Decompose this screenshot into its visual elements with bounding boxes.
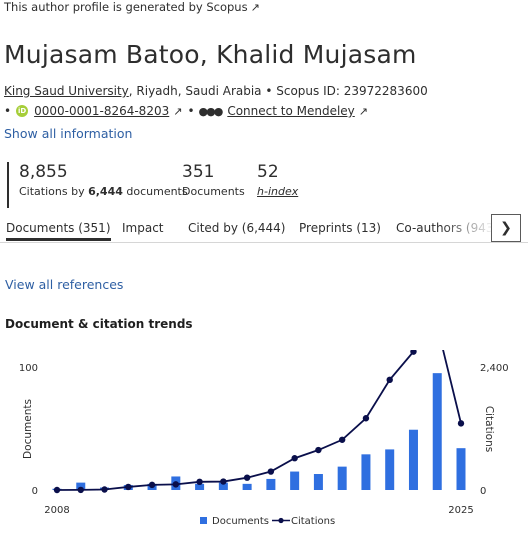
documents-metric[interactable]: 351 Documents xyxy=(182,162,245,198)
bullet: • xyxy=(4,104,12,118)
citations-point xyxy=(125,483,132,491)
documents-label: Documents xyxy=(182,185,245,198)
bar-series xyxy=(52,373,466,490)
hindex-metric[interactable]: 52 h-index xyxy=(257,162,298,198)
profile-tabs: Documents (351) Impact Cited by (6,444) … xyxy=(0,214,528,243)
orcid-icon: iD xyxy=(16,105,29,117)
citations-metric[interactable]: 8,855 Citations by 6,444 documents xyxy=(19,162,188,198)
citations-point xyxy=(148,481,156,489)
citations-point xyxy=(267,468,275,475)
institution-link[interactable]: King Saud University xyxy=(4,84,129,98)
tab-impact[interactable]: Impact xyxy=(122,221,164,235)
y-tick-right-top: 2,400 xyxy=(480,363,509,374)
tab-overflow-fade xyxy=(440,214,495,242)
citations-label: Citations by 6,444 documents xyxy=(19,185,188,198)
mendeley-link[interactable]: Connect to Mendeley xyxy=(227,104,355,118)
bullet: • xyxy=(187,104,195,118)
metrics-panel: 8,855 Citations by 6,444 documents 351 D… xyxy=(7,162,298,208)
x-tick-last: 2025 xyxy=(448,505,473,516)
documents-bar xyxy=(408,429,418,490)
mendeley-icon: ●●● xyxy=(198,104,224,118)
legend-documents-label: Documents xyxy=(212,516,269,527)
documents-bar xyxy=(385,449,395,490)
orcid-link[interactable]: 0000-0001-8264-8203 xyxy=(34,104,170,118)
y-tick-left-top: 100 xyxy=(19,363,38,374)
tab-preprints[interactable]: Preprints (13) xyxy=(299,221,381,235)
chart-legend: Documents Citations xyxy=(200,516,335,527)
citations-point xyxy=(243,474,251,481)
documents-value: 351 xyxy=(182,162,215,182)
citations-point xyxy=(77,486,84,494)
tabs-next-button[interactable]: ❯ xyxy=(491,214,521,242)
documents-bar xyxy=(361,454,371,490)
documents-bar xyxy=(456,448,466,490)
author-name: Mujasam Batoo, Khalid Mujasam xyxy=(4,40,417,69)
legend-citations-marker xyxy=(278,517,284,524)
citations-point xyxy=(386,376,393,384)
citations-point xyxy=(291,455,298,462)
generated-note-text: This author profile is generated by Scop… xyxy=(4,0,248,14)
hindex-label: h-index xyxy=(257,185,299,198)
hindex-value: 52 xyxy=(257,162,279,182)
citations-value: 8,855 xyxy=(19,162,68,182)
legend-citations-label: Citations xyxy=(291,516,335,527)
documents-bar xyxy=(337,466,347,490)
documents-bar xyxy=(290,471,300,490)
affiliation-line: King Saud University, Riyadh, Saudi Arab… xyxy=(4,84,428,98)
documents-bar xyxy=(432,373,442,490)
documents-bar xyxy=(266,478,276,490)
trends-chart: Documents Citations 100 0 2,400 0 2008 2… xyxy=(19,350,509,527)
y-axis-label-right: Citations xyxy=(483,406,495,452)
external-link-icon: ↗ xyxy=(173,104,183,118)
line-series xyxy=(53,350,465,494)
citations-point xyxy=(457,420,465,427)
identifier-row: • iD 0000-0001-8264-8203 ↗ • ●●● Connect … xyxy=(4,104,368,118)
scopus-id: • Scopus ID: 23972283600 xyxy=(265,84,428,98)
citations-point xyxy=(196,478,203,485)
documents-bar xyxy=(195,483,205,490)
y-tick-left-bottom: 0 xyxy=(32,486,38,497)
external-link-icon: ↗ xyxy=(250,1,260,14)
y-axis-label-left: Documents xyxy=(22,399,34,459)
chevron-right-icon: ❯ xyxy=(500,220,512,236)
citations-point xyxy=(315,446,322,454)
citations-point xyxy=(172,481,180,488)
tab-documents[interactable]: Documents (351) xyxy=(6,221,111,241)
view-all-references-link[interactable]: View all references xyxy=(5,277,124,292)
citations-point xyxy=(338,436,346,443)
documents-bar xyxy=(313,474,323,490)
citations-point xyxy=(410,350,417,355)
tab-cited-by[interactable]: Cited by (6,444) xyxy=(188,221,286,235)
show-all-information-link[interactable]: Show all information xyxy=(4,126,133,141)
citations-line xyxy=(56,350,462,491)
citations-point xyxy=(53,486,61,494)
citations-point xyxy=(101,486,108,493)
documents-bar xyxy=(218,482,228,490)
documents-bar xyxy=(76,482,86,490)
trends-title: Document & citation trends xyxy=(5,317,193,331)
y-tick-right-bottom: 0 xyxy=(480,486,486,497)
legend-documents-swatch xyxy=(200,517,207,524)
x-tick-first: 2008 xyxy=(44,505,69,516)
external-link-icon: ↗ xyxy=(358,104,368,118)
documents-bar xyxy=(242,483,252,490)
location-text: , Riyadh, Saudi Arabia xyxy=(128,84,262,98)
citations-point xyxy=(362,415,370,422)
citations-point xyxy=(220,478,227,485)
generated-by-scopus-note[interactable]: This author profile is generated by Scop… xyxy=(4,0,260,14)
